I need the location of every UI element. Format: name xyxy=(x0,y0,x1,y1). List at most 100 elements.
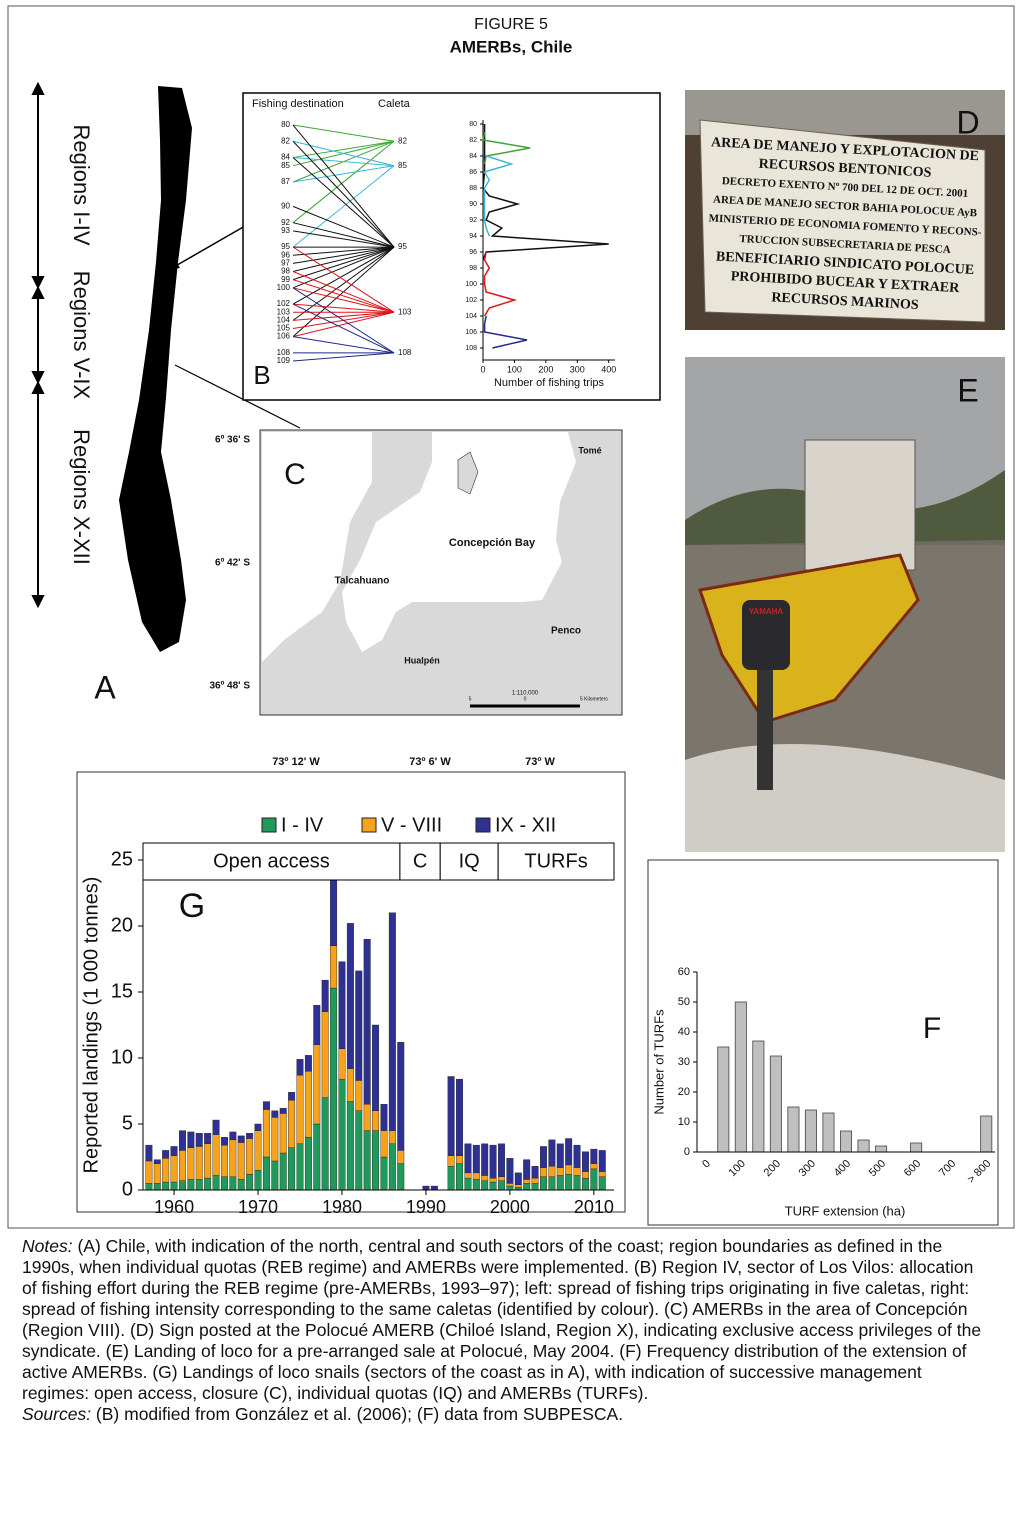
bar-segment xyxy=(237,1179,245,1191)
destination-label: 87 xyxy=(281,177,290,186)
caleta-label: 103 xyxy=(398,307,412,316)
legend-swatch xyxy=(475,817,491,833)
y-tick-label: 108 xyxy=(465,345,477,352)
bar-segment xyxy=(380,1156,388,1191)
legend-label: V - VIII xyxy=(381,814,442,836)
destination-label: 82 xyxy=(281,136,290,145)
bar-segment xyxy=(573,1175,581,1191)
bar-segment xyxy=(304,1136,312,1191)
link xyxy=(292,140,395,159)
panel-a: Regions I-IV Regions V-IX Regions X-XII … xyxy=(31,81,301,705)
destination-label: 98 xyxy=(281,267,290,276)
bar-segment xyxy=(195,1146,203,1180)
destination-label: 105 xyxy=(277,324,291,333)
panel-letter: D xyxy=(956,104,979,140)
y-tick-label: 40 xyxy=(678,1026,690,1038)
notes-label: Notes: xyxy=(22,1236,73,1256)
destination-label: 92 xyxy=(281,218,290,227)
bar-segment xyxy=(254,1130,262,1171)
bar-segment xyxy=(313,1123,321,1191)
link xyxy=(292,303,395,354)
bar-segment xyxy=(380,1103,388,1131)
notes: Notes: (A) Chile, with indication of the… xyxy=(22,1236,982,1425)
link xyxy=(292,311,395,321)
x-tick-label: 1980 xyxy=(322,1197,362,1217)
bar-segment xyxy=(388,1143,396,1191)
bar-segment xyxy=(598,1150,606,1172)
bar xyxy=(875,1145,888,1153)
panel-frame xyxy=(242,92,661,401)
bar-segment xyxy=(262,1101,270,1110)
y-tick-label: 80 xyxy=(469,121,477,128)
scale-label: 5 Kilometers xyxy=(580,696,608,702)
y-tick-label: 100 xyxy=(465,281,477,288)
bar-segment xyxy=(372,1024,380,1112)
bar-segment xyxy=(514,1172,522,1185)
bar-segment xyxy=(548,1176,556,1191)
y-tick-label: 20 xyxy=(678,1086,690,1098)
bar xyxy=(822,1112,835,1153)
bar-segment xyxy=(481,1180,489,1191)
bar-segment xyxy=(162,1181,170,1191)
bar-segment xyxy=(372,1130,380,1191)
bar-segment xyxy=(581,1177,589,1191)
bar-segment xyxy=(531,1183,539,1191)
bar-segment xyxy=(271,1160,279,1191)
x-tick-label: 2000 xyxy=(490,1197,530,1217)
bar-segment xyxy=(590,1168,598,1191)
regime-box xyxy=(399,842,441,881)
scale-label: 0 xyxy=(524,696,527,702)
bar-segment xyxy=(330,987,338,1191)
bar-segment xyxy=(506,1158,514,1184)
bar-segment xyxy=(456,1163,463,1191)
panel-c: 1:110.000 5 0 5 Kilometers 6º 36' S 6º 4… xyxy=(209,429,623,768)
bar-segment xyxy=(346,923,354,1069)
link xyxy=(292,222,395,248)
bar-segment xyxy=(145,1144,153,1162)
bar-segment xyxy=(523,1183,531,1191)
bar-segment xyxy=(330,945,338,989)
motor-label: YAMAHA xyxy=(749,607,784,616)
bar-segment xyxy=(430,1185,438,1191)
bar xyxy=(769,1055,782,1153)
bar-segment xyxy=(288,1100,296,1148)
map-bay xyxy=(342,432,576,652)
latitude-label: 6º 42' S xyxy=(215,558,250,569)
y-tick-label: 106 xyxy=(465,329,477,336)
region-label: Regions V-IX xyxy=(69,271,94,400)
bar-segment xyxy=(195,1179,203,1191)
bar-segment xyxy=(296,1074,304,1145)
series-line xyxy=(483,251,518,317)
bar-segment xyxy=(338,1078,346,1191)
link xyxy=(292,246,395,313)
bar-segment xyxy=(321,979,329,1012)
series-line xyxy=(482,124,609,261)
destination-label: 96 xyxy=(281,250,290,259)
bar-segment xyxy=(187,1179,195,1191)
destination-label: 106 xyxy=(277,332,291,341)
map-island xyxy=(457,451,479,495)
bar-segment xyxy=(565,1164,573,1175)
region-arrows xyxy=(31,81,45,609)
bar-segment xyxy=(153,1183,161,1191)
destination-label: 80 xyxy=(281,120,290,129)
link xyxy=(292,124,395,248)
region-label: Regions I-IV xyxy=(69,124,94,245)
bar-segment xyxy=(153,1163,161,1184)
y-axis-label: Reported landings (1 000 tonnes) xyxy=(80,877,102,1174)
link xyxy=(292,165,395,183)
y-tick-label: 98 xyxy=(469,265,477,272)
figure-title: AMERBs, Chile xyxy=(450,37,573,56)
panel-letter: G xyxy=(179,887,205,925)
bar-segment xyxy=(598,1171,606,1178)
panel-g: Reported landings (1 000 tonnes) G 0 5 10 1… xyxy=(76,771,626,1217)
bar-segment xyxy=(590,1163,598,1170)
bar-segment xyxy=(271,1110,279,1118)
bar-segment xyxy=(363,939,371,1105)
y-tick-label: 84 xyxy=(469,153,477,160)
bar xyxy=(980,1115,993,1153)
place-label: Penco xyxy=(551,626,581,637)
link xyxy=(292,303,395,313)
destination-label: 100 xyxy=(277,283,291,292)
